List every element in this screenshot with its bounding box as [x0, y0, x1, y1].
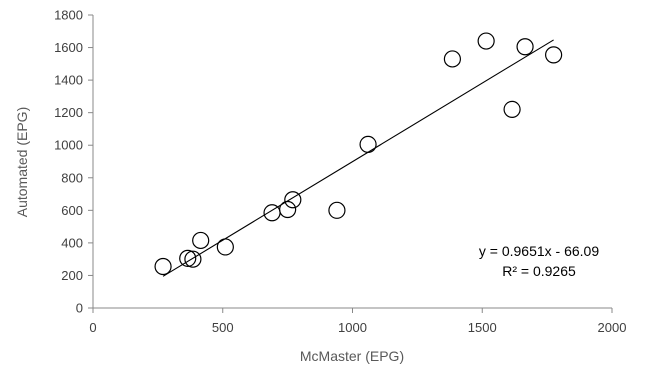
x-tick-label: 500 — [212, 320, 234, 335]
trendline-group — [162, 39, 554, 277]
y-axis-title: Automated (EPG) — [14, 107, 30, 218]
data-point — [192, 231, 210, 250]
data-point — [216, 238, 234, 256]
data-point — [184, 250, 202, 268]
tick-labels: 0 500 1000 1500 2000 0 200 400 600 800 1000 1200 140… — [54, 8, 626, 336]
x-tick-label: 1000 — [338, 320, 367, 335]
x-axis-title: McMaster (EPG) — [300, 348, 404, 364]
data-point — [516, 38, 534, 56]
y-tick-label: 400 — [61, 235, 83, 250]
data-point — [328, 201, 346, 219]
y-tick-label: 1000 — [54, 138, 83, 153]
x-tick-label: 1500 — [468, 320, 497, 335]
data-point — [154, 257, 172, 276]
y-tick-label: 0 — [76, 301, 83, 316]
y-tick-label: 1400 — [54, 73, 83, 88]
data-point — [443, 50, 462, 68]
data-point — [503, 100, 521, 119]
trendline — [162, 39, 554, 277]
data-point — [279, 200, 297, 219]
y-tick-label: 1800 — [54, 8, 83, 23]
trendline-equation: y = 0.9651x - 66.09 — [479, 243, 599, 259]
y-tick-label: 800 — [61, 170, 83, 185]
axes — [88, 14, 613, 313]
y-tick-label: 1600 — [54, 40, 83, 55]
r-squared-label: R² = 0.9265 — [502, 263, 576, 279]
x-tick-label: 2000 — [598, 320, 627, 335]
data-point — [179, 249, 197, 267]
data-point — [477, 32, 495, 50]
data-point — [263, 204, 281, 222]
data-points — [154, 32, 563, 276]
y-tick-label: 1200 — [54, 105, 83, 120]
data-point — [284, 191, 302, 209]
data-point — [359, 135, 377, 154]
x-tick-label: 0 — [89, 320, 96, 335]
data-point — [545, 46, 563, 64]
y-tick-label: 200 — [61, 268, 83, 283]
y-tick-label: 600 — [61, 203, 83, 218]
